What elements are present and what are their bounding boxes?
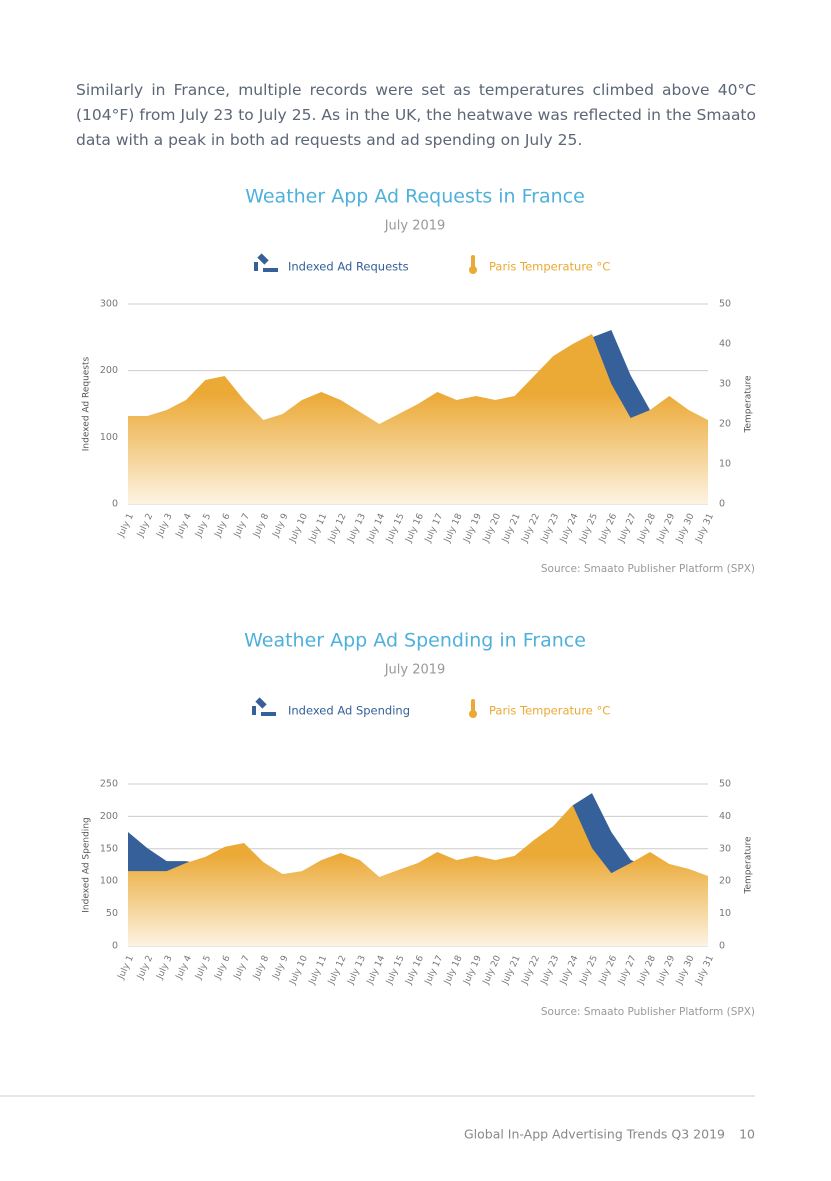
y2-tick-label: 50 — [719, 299, 731, 310]
x-tick-label: July 9 — [271, 954, 291, 982]
y2-tick-label: 40 — [719, 339, 731, 350]
y2-axis-label: Temperature — [744, 375, 754, 433]
x-tick-label: July 5 — [193, 512, 213, 540]
y2-tick-label: 30 — [719, 843, 731, 854]
y-tick-label: 150 — [100, 843, 118, 854]
x-tick-label: July 7 — [232, 512, 252, 540]
y-tick-label: 250 — [100, 779, 118, 790]
x-tick-label: July 31 — [694, 954, 716, 987]
legend-label: Paris Temperature °C — [489, 260, 610, 274]
y-tick-label: 100 — [100, 432, 118, 443]
x-tick-label: July 5 — [193, 954, 213, 982]
thermometer-icon — [469, 255, 477, 718]
x-tick-label: July 8 — [251, 512, 271, 540]
source: Source: Smaato Publisher Platform (SPX) — [541, 1006, 755, 1018]
y-axis-label: Indexed Ad Spending — [82, 817, 92, 912]
y2-tick-label: 30 — [719, 379, 731, 390]
y2-tick-label: 20 — [719, 876, 731, 887]
x-tick-label: July 9 — [271, 512, 291, 540]
y2-tick-label: 10 — [719, 908, 731, 919]
area — [128, 334, 708, 504]
x-tick-label: July 3 — [155, 954, 175, 982]
x-tick-label: July 3 — [155, 512, 175, 540]
legend-label: Paris Temperature °C — [489, 704, 610, 718]
source: Source: Smaato Publisher Platform (SPX) — [541, 563, 755, 575]
legend-label: Indexed Ad Requests — [288, 260, 409, 274]
x-tick-label: July 6 — [213, 512, 233, 540]
chart-title: Weather App Ad Spending in France — [244, 630, 586, 652]
y-tick-label: 0 — [112, 941, 118, 952]
x-tick-label: July 7 — [232, 954, 252, 982]
x-tick-label: July 1 — [116, 512, 136, 540]
y2-tick-label: 10 — [719, 459, 731, 470]
footer-text: Global In-App Advertising Trends Q3 2019 — [464, 1127, 725, 1142]
x-tick-label: July 2 — [135, 954, 155, 982]
chart-subtitle: July 2019 — [384, 219, 446, 234]
y-tick-label: 300 — [100, 299, 118, 310]
x-tick-label: July 8 — [251, 954, 271, 982]
y2-tick-label: 20 — [719, 419, 731, 430]
gavel-icon — [252, 253, 278, 716]
x-tick-label: July 2 — [135, 512, 155, 540]
x-tick-label: July 1 — [116, 954, 136, 982]
page-number: 10 — [739, 1127, 755, 1142]
x-tick-label: July 4 — [174, 954, 194, 982]
legend-label: Indexed Ad Spending — [288, 704, 410, 718]
y-axis-label: Indexed Ad Requests — [82, 356, 92, 451]
x-tick-label: July 6 — [213, 954, 233, 982]
y2-tick-label: 0 — [719, 941, 725, 952]
y-tick-label: 0 — [112, 499, 118, 510]
y2-tick-label: 0 — [719, 499, 725, 510]
paragraph: Similarly in France, multiple records we… — [76, 81, 756, 149]
chart-subtitle: July 2019 — [384, 663, 446, 678]
y2-tick-label: 40 — [719, 811, 731, 822]
area — [128, 805, 708, 946]
y-tick-label: 200 — [100, 365, 118, 376]
y-tick-label: 100 — [100, 876, 118, 887]
chart-title: Weather App Ad Requests in France — [245, 186, 585, 208]
x-tick-label: July 31 — [694, 512, 716, 545]
y2-tick-label: 50 — [719, 779, 731, 790]
y-tick-label: 200 — [100, 811, 118, 822]
x-tick-label: July 4 — [174, 512, 194, 540]
y-tick-label: 50 — [106, 908, 118, 919]
y2-axis-label: Temperature — [744, 836, 754, 894]
